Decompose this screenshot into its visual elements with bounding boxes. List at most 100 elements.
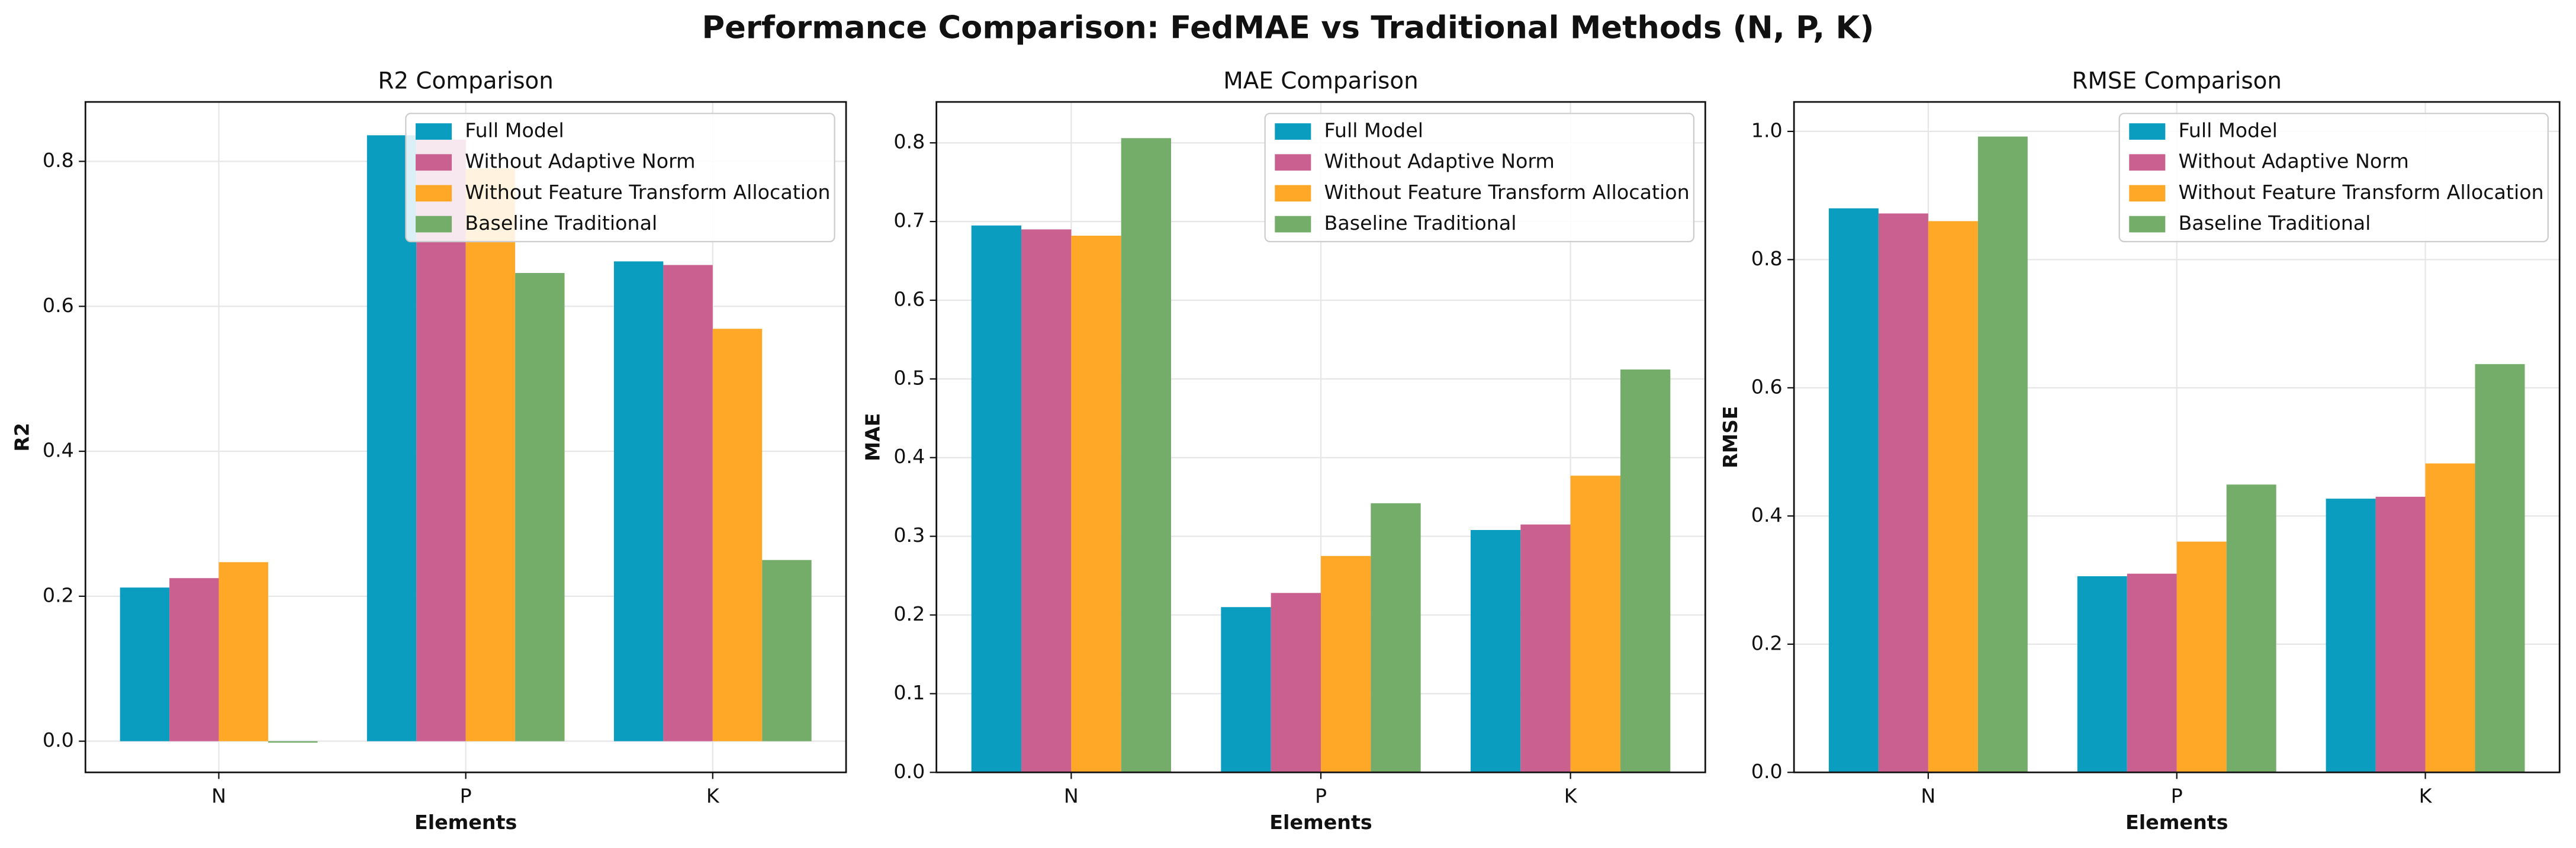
bar <box>1221 607 1271 773</box>
legend-box <box>405 113 835 243</box>
bar <box>1570 476 1620 773</box>
bar <box>2226 484 2276 773</box>
legend-swatch <box>1275 123 1311 140</box>
subplot-title: RMSE Comparison <box>2072 68 2281 94</box>
y-tick-label: 0.4 <box>1751 503 1783 526</box>
bar <box>663 265 713 741</box>
bar <box>1520 524 1571 773</box>
x-tick-label: N <box>1064 784 1079 807</box>
legend-label: Baseline Traditional <box>1324 211 1517 235</box>
figure-title: Performance Comparison: FedMAE vs Tradit… <box>702 10 1874 46</box>
x-axis-label: Elements <box>1269 811 1372 834</box>
subplot: 0.0 0.2 0.4 0.6 0.8 N P K R2 Comparison Elements R… <box>10 68 847 834</box>
subplot: 0.0 0.2 0.4 0.6 0.8 1.0 N P K RMSE Comparison Elem… <box>1719 68 2561 834</box>
plot-frame <box>935 101 1706 773</box>
bar <box>120 587 170 741</box>
bar <box>1320 555 1371 773</box>
bar <box>465 168 516 741</box>
x-tick-label: N <box>211 784 226 807</box>
bar <box>2326 499 2376 773</box>
subplot-title: MAE Comparison <box>1223 68 1418 94</box>
bar <box>762 560 812 741</box>
plot-frame <box>84 101 847 773</box>
x-tick-label: P <box>460 784 472 807</box>
bar <box>218 562 268 741</box>
y-tick-label: 0.2 <box>43 583 74 606</box>
legend-swatch <box>416 123 452 140</box>
legend-swatch <box>1275 154 1311 171</box>
legend-label: Without Adaptive Norm <box>1324 150 1555 173</box>
bar <box>1977 136 2028 773</box>
legend-swatch <box>2129 216 2166 233</box>
y-tick-label: 0.0 <box>43 728 74 751</box>
x-axis-label: Elements <box>414 811 517 834</box>
x-tick-label: P <box>1315 784 1327 807</box>
bar <box>1371 503 1421 773</box>
bar <box>268 741 318 743</box>
y-tick-label: 0.5 <box>893 366 925 389</box>
bar <box>613 261 664 741</box>
legend-label: Full Model <box>1324 119 1423 142</box>
y-tick-label: 0.3 <box>893 523 925 547</box>
bar <box>1878 213 1928 773</box>
bar <box>1071 236 1121 773</box>
bar <box>1021 229 1072 773</box>
x-tick-label: K <box>1564 784 1578 807</box>
y-tick-label: 0.6 <box>1751 375 1783 398</box>
y-tick-label: 0.1 <box>893 681 925 704</box>
legend: Full Model Without Adaptive Norm Without F… <box>1264 113 1695 243</box>
y-axis-label: MAE <box>861 413 885 461</box>
legend: Full Model Without Adaptive Norm Without F… <box>405 113 835 243</box>
bar <box>2375 496 2426 773</box>
x-tick-label: K <box>706 784 720 807</box>
y-tick-label: 0.0 <box>893 760 925 783</box>
bar <box>1470 529 1521 773</box>
legend-swatch <box>416 216 452 233</box>
legend-label: Without Adaptive Norm <box>2178 150 2408 173</box>
legend-swatch <box>416 154 452 171</box>
legend-label: Full Model <box>465 119 564 142</box>
y-axis-label: RMSE <box>1719 406 1742 468</box>
bar <box>2475 364 2525 773</box>
legend-label: Full Model <box>2178 119 2277 142</box>
y-tick-label: 1.0 <box>1751 118 1783 142</box>
y-tick-label: 0.4 <box>893 445 925 468</box>
y-tick-label: 0.4 <box>43 439 74 462</box>
bar <box>2127 573 2177 773</box>
y-tick-label: 0.2 <box>893 602 925 625</box>
y-tick-label: 0.2 <box>1751 631 1783 654</box>
bar <box>712 329 763 741</box>
bar <box>1620 369 1671 773</box>
bar <box>169 578 219 741</box>
bar <box>2425 463 2475 773</box>
bar <box>971 225 1022 773</box>
x-tick-label: P <box>2171 784 2183 807</box>
subplot-title: R2 Comparison <box>378 68 554 94</box>
bar <box>1121 138 1172 773</box>
y-tick-label: 0.7 <box>893 209 925 232</box>
bar <box>1928 221 1978 773</box>
legend-label: Without Adaptive Norm <box>465 150 695 173</box>
bar <box>1271 593 1321 773</box>
y-tick-label: 0.8 <box>1751 247 1783 270</box>
legend-swatch <box>1275 216 1311 233</box>
bar <box>1828 208 1879 773</box>
legend-box <box>1264 113 1695 243</box>
legend-swatch <box>2129 154 2166 171</box>
y-tick-label: 0.0 <box>1751 760 1783 783</box>
legend-swatch <box>416 185 452 202</box>
legend-label: Without Feature Transform Allocation <box>1324 181 1690 204</box>
x-tick-label: N <box>1921 784 1935 807</box>
subplot: 0.0 0.1 0.2 0.3 0.4 0.5 0.6 0.7 0.8 N P K MAE Compar… <box>861 68 1706 834</box>
x-axis-label: Elements <box>2125 811 2228 834</box>
y-tick-label: 0.8 <box>893 130 925 153</box>
y-axis-label: R2 <box>10 423 33 452</box>
legend-label: Without Feature Transform Allocation <box>2178 181 2543 204</box>
y-tick-label: 0.8 <box>43 149 74 172</box>
legend-box <box>2118 113 2549 243</box>
y-tick-label: 0.6 <box>893 287 925 310</box>
plot-frame <box>1793 101 2561 773</box>
legend-label: Without Feature Transform Allocation <box>465 181 830 204</box>
